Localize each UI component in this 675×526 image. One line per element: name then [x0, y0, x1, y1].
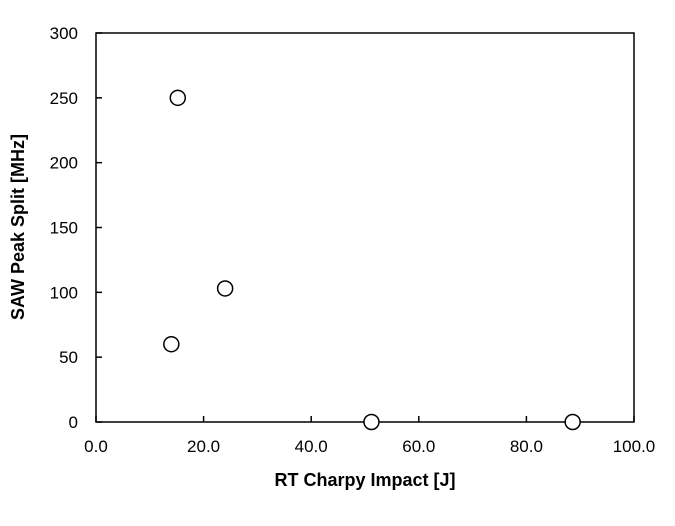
data-points [163, 89, 581, 431]
x-tick-label: 40.0 [295, 437, 328, 456]
y-tick-label: 150 [50, 219, 78, 238]
x-tick-label: 80.0 [510, 437, 543, 456]
x-axis: 0.0 20.0 40.0 60.0 80.0 100.0 [84, 416, 655, 456]
x-tick-label: 20.0 [187, 437, 220, 456]
x-tick-label: 60.0 [402, 437, 435, 456]
y-tick-label: 100 [50, 283, 78, 302]
x-axis-title: RT Charpy Impact [J] [274, 470, 455, 490]
data-point [163, 335, 180, 353]
data-point [169, 89, 187, 107]
data-point [216, 280, 234, 297]
y-axis: 0 50 100 150 200 250 300 [50, 24, 102, 432]
y-tick-label: 300 [50, 24, 78, 43]
x-tick-label: 100.0 [613, 437, 656, 456]
y-tick-label: 250 [50, 89, 78, 108]
data-point [363, 413, 380, 431]
x-tick-label: 0.0 [84, 437, 108, 456]
data-point [564, 413, 581, 431]
y-axis-title: SAW Peak Split [MHz] [8, 134, 28, 320]
y-tick-label: 50 [59, 348, 78, 367]
y-tick-label: 0 [69, 413, 78, 432]
y-tick-label: 200 [50, 154, 78, 173]
